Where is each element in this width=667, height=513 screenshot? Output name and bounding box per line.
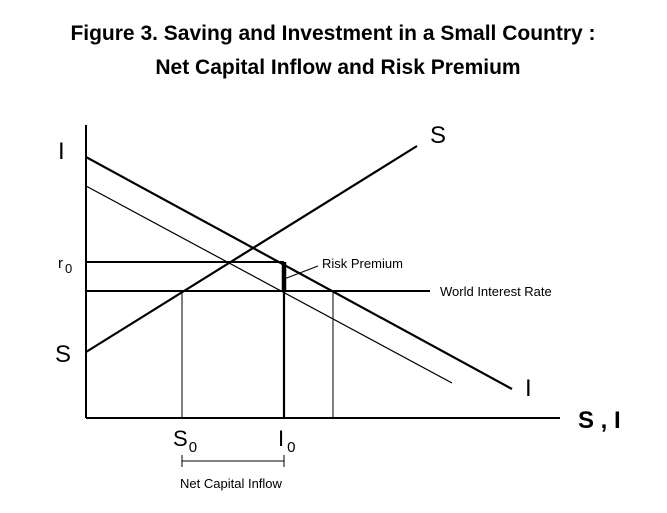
- s0-label: S0: [173, 426, 197, 456]
- r0-label-sub: 0: [65, 261, 72, 276]
- saving-label-top: S: [430, 122, 446, 149]
- world-interest-rate-label: World Interest Rate: [440, 284, 552, 299]
- risk-premium-label: Risk Premium: [322, 256, 403, 271]
- s0-label-main: S: [173, 426, 188, 451]
- s0-label-sub: 0: [189, 439, 197, 456]
- saving-curve: [85, 145, 418, 353]
- r0-label-main: r: [58, 255, 63, 272]
- figure-title-line2: Net Capital Inflow and Risk Premium: [155, 56, 520, 79]
- net-capital-inflow-label: Net Capital Inflow: [180, 476, 282, 491]
- risk-premium-leader: [283, 265, 319, 280]
- investment-curve-shifted: [85, 185, 453, 384]
- saving-label-left: S: [55, 341, 71, 368]
- x-axis-label: S , I: [578, 407, 621, 434]
- i0-label-main: I: [278, 426, 284, 451]
- i0-label-sub: 0: [287, 439, 295, 456]
- investment-label-left: I: [58, 138, 65, 165]
- investment-label-right: I: [525, 375, 532, 402]
- figure-title-line1: Figure 3. Saving and Investment in a Sma…: [70, 22, 595, 45]
